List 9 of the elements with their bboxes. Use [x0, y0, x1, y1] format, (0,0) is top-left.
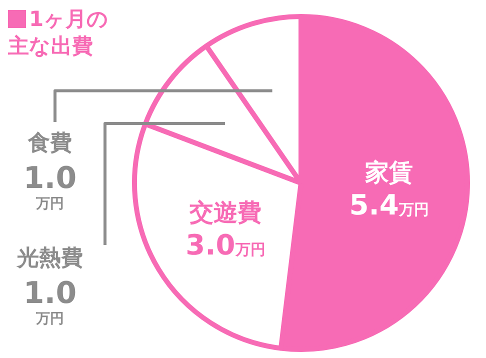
slice-label: 交遊費 — [188, 198, 262, 227]
slice-label: 光熱費 — [16, 246, 83, 271]
data-label: 1.0万円 — [23, 276, 77, 327]
data-label: 3.0万円 — [186, 228, 266, 262]
slice-label: 食費 — [27, 131, 72, 156]
chart-title: 1ヶ月の主な出費 — [8, 7, 109, 58]
slice-label: 家賃 — [364, 158, 414, 186]
data-label: 5.4万円 — [349, 188, 429, 222]
data-label: 1.0万円 — [23, 161, 77, 212]
